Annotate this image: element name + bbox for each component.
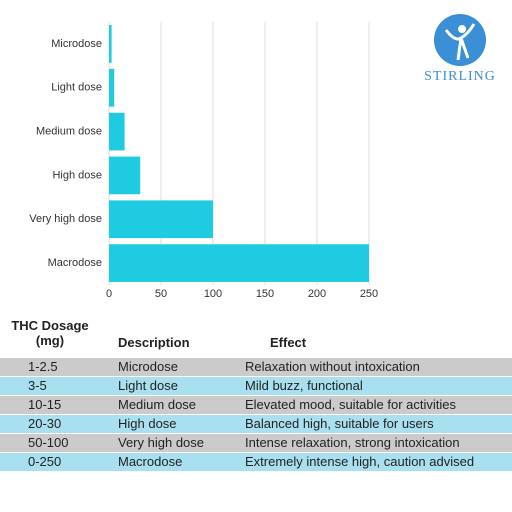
table-header: Description (118, 335, 190, 350)
y-tick-label: Microdose (51, 38, 102, 50)
y-tick-label: Light dose (51, 82, 102, 94)
y-tick-label: Medium dose (36, 125, 102, 137)
table-row: 10-15 Medium dose Elevated mood, suitable … (0, 396, 512, 415)
table-header: THC Dosage (mg) (11, 318, 89, 348)
table-row: 20-30 High dose Balanced high, suitable fo… (0, 415, 512, 434)
bar (109, 156, 141, 195)
x-tick-label: 0 (106, 288, 112, 300)
table-row: 50-100 Very high dose Intense relaxation, … (0, 434, 512, 453)
table-cell: Very high dose (118, 435, 205, 450)
table-row: 3-5 Light dose Mild buzz, functional (0, 377, 512, 396)
table-header: Effect (270, 335, 307, 350)
table-cell: 10-15 (28, 397, 62, 412)
table-cell: Microdose (118, 359, 178, 374)
table-cell: Intense relaxation, strong intoxication (245, 435, 460, 450)
table-cell: 50-100 (28, 435, 69, 450)
table-cell: Elevated mood, suitable for activities (245, 397, 456, 412)
bar (109, 200, 213, 239)
table-cell: Macrodose (118, 454, 183, 469)
x-tick-label: 50 (155, 288, 167, 300)
table-cell: High dose (118, 416, 177, 431)
table-cell: 1-2.5 (28, 359, 58, 374)
table-row: 0-250 Macrodose Extremely intense high, ca… (0, 453, 512, 472)
table-cell: Balanced high, suitable for users (245, 416, 434, 431)
table-cell: Extremely intense high, caution advised (245, 454, 475, 469)
y-tick-label: Very high dose (29, 213, 102, 225)
x-tick-label: 100 (204, 288, 222, 300)
table-cell: Relaxation without intoxication (245, 359, 420, 374)
chart: STIRLING 0 50 100 150 200 250 Microdose Light d… (29, 14, 496, 300)
logo-text: STIRLING (424, 69, 496, 84)
table-cell: 0-250 (28, 454, 62, 469)
y-tick-label: Macrodose (48, 257, 102, 269)
table-cell: Light dose (118, 378, 178, 393)
table-cell: 20-30 (28, 416, 62, 431)
table-cell: Mild buzz, functional (245, 378, 363, 393)
table-cell: Medium dose (118, 397, 197, 412)
x-tick-label: 150 (256, 288, 274, 300)
y-tick-label: High dose (52, 169, 102, 181)
logo: STIRLING (424, 14, 496, 84)
bar (109, 68, 115, 107)
bar (109, 244, 369, 282)
table-cell: 3-5 (28, 378, 47, 393)
logo-head (458, 25, 466, 33)
logo-figure (444, 23, 476, 61)
bar (109, 112, 125, 151)
x-tick-label: 200 (308, 288, 326, 300)
x-tick-label: 250 (360, 288, 378, 300)
table-row: 1-2.5 Microdose Relaxation without intoxic… (0, 358, 512, 377)
bar (109, 25, 112, 63)
